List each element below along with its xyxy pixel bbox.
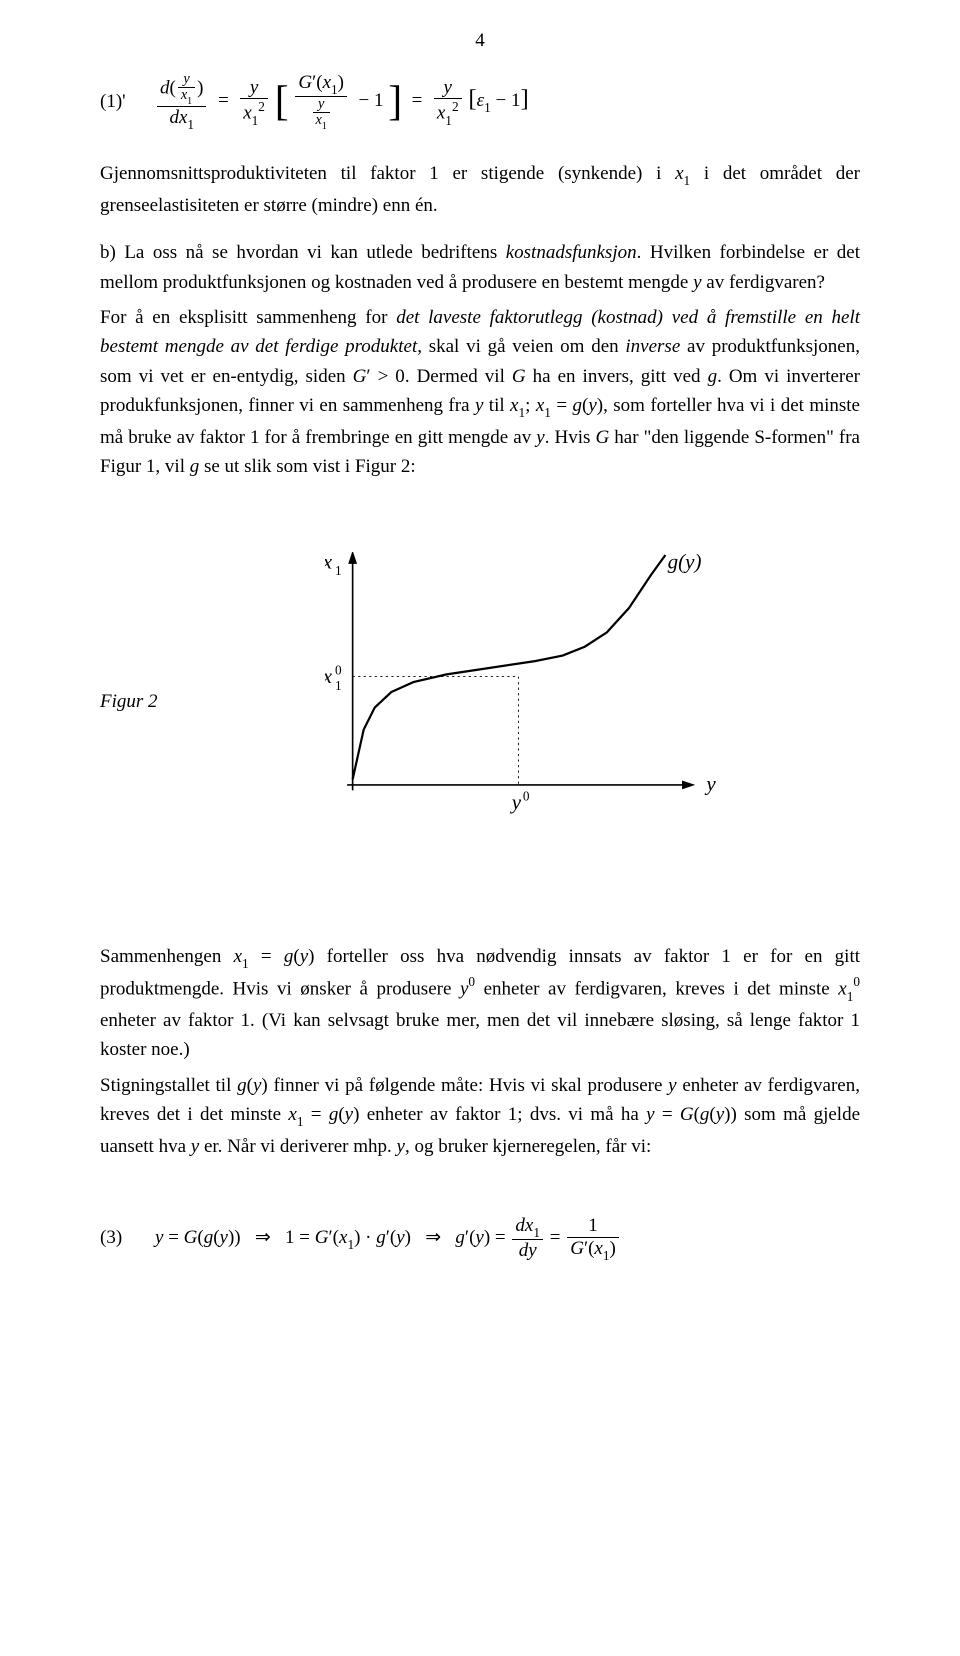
p3-t10: ; [525, 395, 536, 416]
inverse-curve [353, 555, 666, 779]
p2-t1: b) La oss nå se hvordan vi kan utlede be… [100, 242, 506, 263]
paragraph-2: b) La oss nå se hvordan vi kan utlede be… [100, 238, 860, 297]
page: 4 (1)' d(yx1) dx1 = y x12 [ G′(x1) yx1 −… [0, 0, 960, 1656]
y-axis-arrow [348, 552, 357, 564]
p1-lead: Gjennomsnittsproduktiviteten til faktor … [100, 163, 675, 184]
p3-t6: . Dermed vil [405, 366, 512, 387]
eq1-label: (1)' [100, 91, 155, 113]
eq3-label: (3) [100, 1227, 155, 1249]
x-axis-arrow [682, 780, 695, 789]
p4-t3: enheter av ferdigvaren, kreves i det min… [475, 978, 838, 999]
x-axis-label: y [704, 771, 716, 795]
p5-t7: , og bruker kjerneregelen, får vi: [405, 1136, 651, 1157]
p5-t4: enheter av faktor 1; dvs. vi må ha [359, 1104, 646, 1125]
paragraph-4: Sammenhengen x1 = g(y) forteller oss hva… [100, 942, 860, 1065]
p2-t2: kostnadsfunksjon [506, 242, 637, 263]
page-number: 4 [100, 30, 860, 52]
equation-1-prime: (1)' d(yx1) dx1 = y x12 [ G′(x1) yx1 − 1… [100, 72, 860, 131]
p3-t12: . Hvis [545, 427, 596, 448]
p5-t6: er. Når vi deriverer mhp. [199, 1136, 396, 1157]
paragraph-3: For å en eksplisitt sammenheng for det l… [100, 303, 860, 482]
p2-t4: av ferdigvaren? [702, 272, 825, 293]
y0-label: y [510, 790, 522, 814]
p4-t4: enheter av faktor 1. (Vi kan selvsagt br… [100, 1010, 860, 1060]
x0-label-sup: 0 [335, 662, 342, 677]
y-axis-label: x [325, 552, 333, 573]
p3-t1: For å en eksplisitt sammenheng for [100, 307, 396, 328]
paragraph-1: Gjennomsnittsproduktiviteten til faktor … [100, 159, 860, 220]
y-axis-label-sub: 1 [335, 563, 342, 578]
figure-2-chart: x 1 g(y) x 1 0 y 0 y [325, 552, 745, 852]
x0-label-sub: 1 [335, 677, 342, 692]
eq3-body: y = G(g(y)) ⇒ 1 = G′(x1) · g′(y) ⇒ g′(y)… [155, 1215, 860, 1262]
p5-t2: finner vi på følgende måte: Hvis vi skal… [268, 1075, 668, 1096]
p3-t4: inverse [625, 336, 680, 357]
y0-label-sup: 0 [523, 788, 530, 803]
p4-t1: Sammenhengen [100, 946, 234, 967]
p3-t7: ha en invers, gitt ved [526, 366, 708, 387]
equation-3: (3) y = G(g(y)) ⇒ 1 = G′(x1) · g′(y) ⇒ g… [100, 1215, 860, 1262]
p3-t14: se ut slik som vist i Figur 2: [199, 456, 415, 477]
paragraph-5: Stigningstallet til g(y) finner vi på fø… [100, 1071, 860, 1161]
figure-2: Figur 2 x 1 g(y) x 1 0 y [100, 552, 860, 852]
p3-t3: , skal vi gå veien om den [417, 336, 625, 357]
figure-2-caption: Figur 2 [100, 691, 210, 713]
gy-label: g(y) [668, 552, 702, 573]
p3-t9: til [483, 395, 510, 416]
eq1-body: d(yx1) dx1 = y x12 [ G′(x1) yx1 − 1 ] = … [155, 72, 860, 131]
p5-t1: Stigningstallet til [100, 1075, 237, 1096]
x0-label: x [325, 664, 333, 688]
